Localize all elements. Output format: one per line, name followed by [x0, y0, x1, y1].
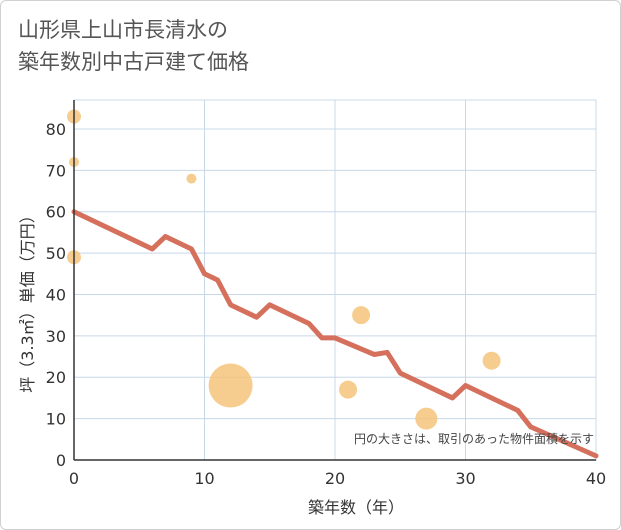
y-tick-label: 40 — [46, 285, 66, 304]
axes — [73, 100, 596, 461]
chart-title-line2: 築年数別中古戸建て価格 — [18, 50, 249, 74]
y-tick-label: 20 — [46, 368, 66, 387]
chart-title: 山形県上山市長清水の 築年数別中古戸建て価格 — [18, 14, 249, 78]
x-axis-label: 築年数（年） — [308, 498, 404, 517]
x-tick-label: 0 — [69, 469, 79, 488]
gridlines — [73, 99, 597, 461]
series-layer — [71, 209, 599, 459]
series-line — [71, 209, 599, 459]
bubble-size-note: 円の大きさは、取引のあった物件面積を示す — [354, 431, 594, 446]
y-axis-label: 坪（3.3㎡）単価（万円） — [18, 207, 37, 392]
y-tick-label: 0 — [56, 451, 66, 470]
data-bubble — [339, 380, 358, 399]
y-tick-label: 80 — [46, 120, 66, 139]
x-tick-label: 10 — [194, 469, 214, 488]
x-tick-label: 40 — [586, 469, 606, 488]
x-tick-label: 20 — [325, 469, 345, 488]
tick-labels: 0 10 20 30 40 0 10 20 30 40 50 60 70 80 — [46, 120, 607, 488]
data-bubble — [352, 306, 371, 325]
data-bubble — [482, 351, 501, 370]
y-tick-label: 50 — [46, 244, 66, 263]
data-bubble — [186, 173, 197, 184]
y-tick-label: 10 — [46, 410, 66, 429]
data-bubble — [415, 407, 438, 430]
bubble-layer — [67, 109, 501, 430]
x-tick-label: 30 — [455, 469, 475, 488]
y-tick-label: 70 — [46, 161, 66, 180]
y-tick-label: 60 — [46, 203, 66, 222]
y-tick-label: 30 — [46, 327, 66, 346]
chart-title-line1: 山形県上山市長清水の — [18, 18, 228, 42]
data-bubble — [208, 363, 253, 408]
